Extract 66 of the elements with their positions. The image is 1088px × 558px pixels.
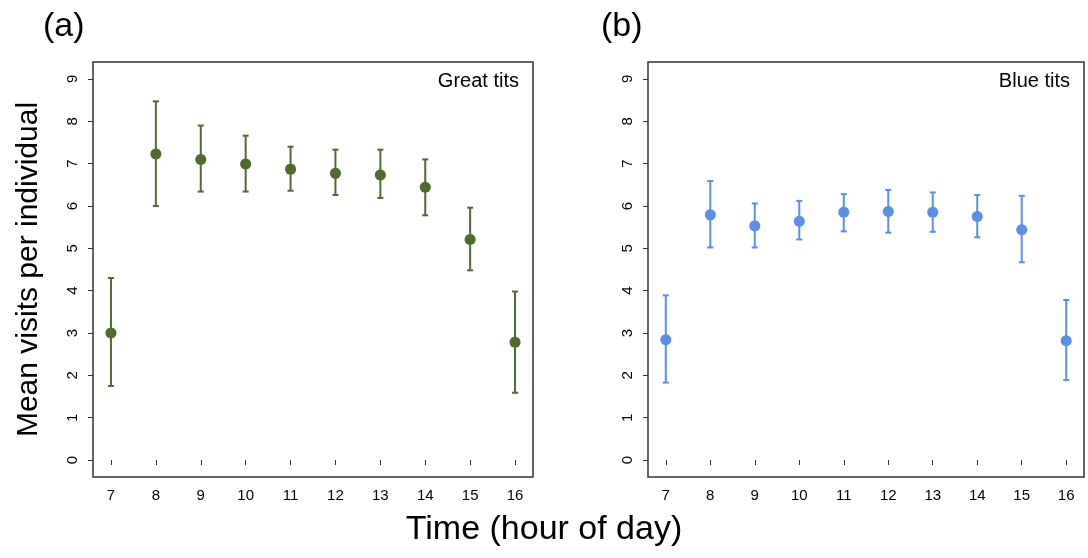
y-axis-title: Mean visits per individual: [9, 101, 43, 438]
y-tick-label: 0: [618, 455, 635, 465]
x-tick-label: 9: [196, 486, 205, 503]
y-tick-label: 6: [63, 201, 80, 211]
y-tick-label: 9: [618, 74, 635, 84]
x-tick-label: 11: [282, 486, 299, 503]
y-tick-label: 5: [63, 244, 80, 253]
y-tick-label: 7: [618, 159, 635, 168]
point: [749, 220, 761, 232]
x-tick-label: 15: [461, 486, 479, 503]
point: [240, 158, 252, 170]
x-tick-label: 14: [416, 486, 434, 503]
point: [704, 209, 716, 221]
point: [660, 334, 672, 346]
x-tick-label: 10: [237, 486, 254, 503]
y-tick-label: 4: [63, 286, 80, 295]
x-tick-label: 15: [1013, 486, 1031, 503]
y-tick-label: 6: [618, 201, 635, 211]
y-tick-label: 8: [618, 117, 635, 126]
point: [927, 206, 939, 218]
x-tick-label: 8: [151, 486, 161, 503]
point: [1016, 224, 1028, 236]
x-tick-label: 16: [506, 486, 524, 503]
point: [464, 233, 476, 245]
x-tick-label: 12: [879, 486, 897, 503]
point: [838, 206, 850, 218]
point: [150, 148, 162, 160]
point: [285, 163, 297, 175]
y-tick-label: 5: [618, 244, 635, 253]
y-tick-label: 3: [618, 328, 635, 338]
y-tick-label: 2: [63, 371, 80, 380]
annotation: Great tits: [437, 69, 520, 91]
point: [793, 215, 805, 227]
point: [882, 205, 894, 217]
y-tick-label: 1: [63, 413, 80, 422]
x-tick-label: 13: [924, 486, 942, 503]
point: [1060, 335, 1072, 347]
x-tick-label: 16: [1057, 486, 1075, 503]
x-tick-label: 11: [835, 486, 852, 503]
annotation: Blue tits: [998, 69, 1071, 91]
x-tick-label: 7: [106, 486, 116, 503]
x-tick-label: 8: [706, 486, 715, 503]
x-tick-label: 7: [661, 486, 670, 503]
x-tick-label: 10: [790, 486, 808, 503]
y-tick-label: 4: [618, 286, 635, 295]
y-tick-label: 8: [63, 117, 80, 126]
point: [971, 211, 983, 223]
point: [329, 167, 341, 179]
point: [419, 181, 431, 193]
y-tick-label: 9: [63, 74, 80, 84]
point: [374, 169, 386, 181]
point: [509, 336, 521, 348]
y-tick-label: 7: [63, 159, 80, 168]
x-tick-label: 14: [968, 486, 986, 503]
x-tick-label: 13: [372, 486, 389, 503]
chart-title: (b): [601, 5, 643, 43]
y-tick-label: 0: [63, 455, 80, 465]
x-tick-label: 12: [327, 486, 344, 503]
x-tick-label: 9: [750, 486, 759, 503]
y-tick-label: 3: [63, 328, 80, 338]
x-axis-title: Time (hour of day): [404, 508, 684, 547]
y-tick-label: 2: [618, 371, 635, 380]
y-tick-label: 1: [618, 413, 635, 422]
point: [105, 327, 117, 339]
point: [195, 153, 207, 165]
chart-title: (a): [43, 5, 85, 43]
